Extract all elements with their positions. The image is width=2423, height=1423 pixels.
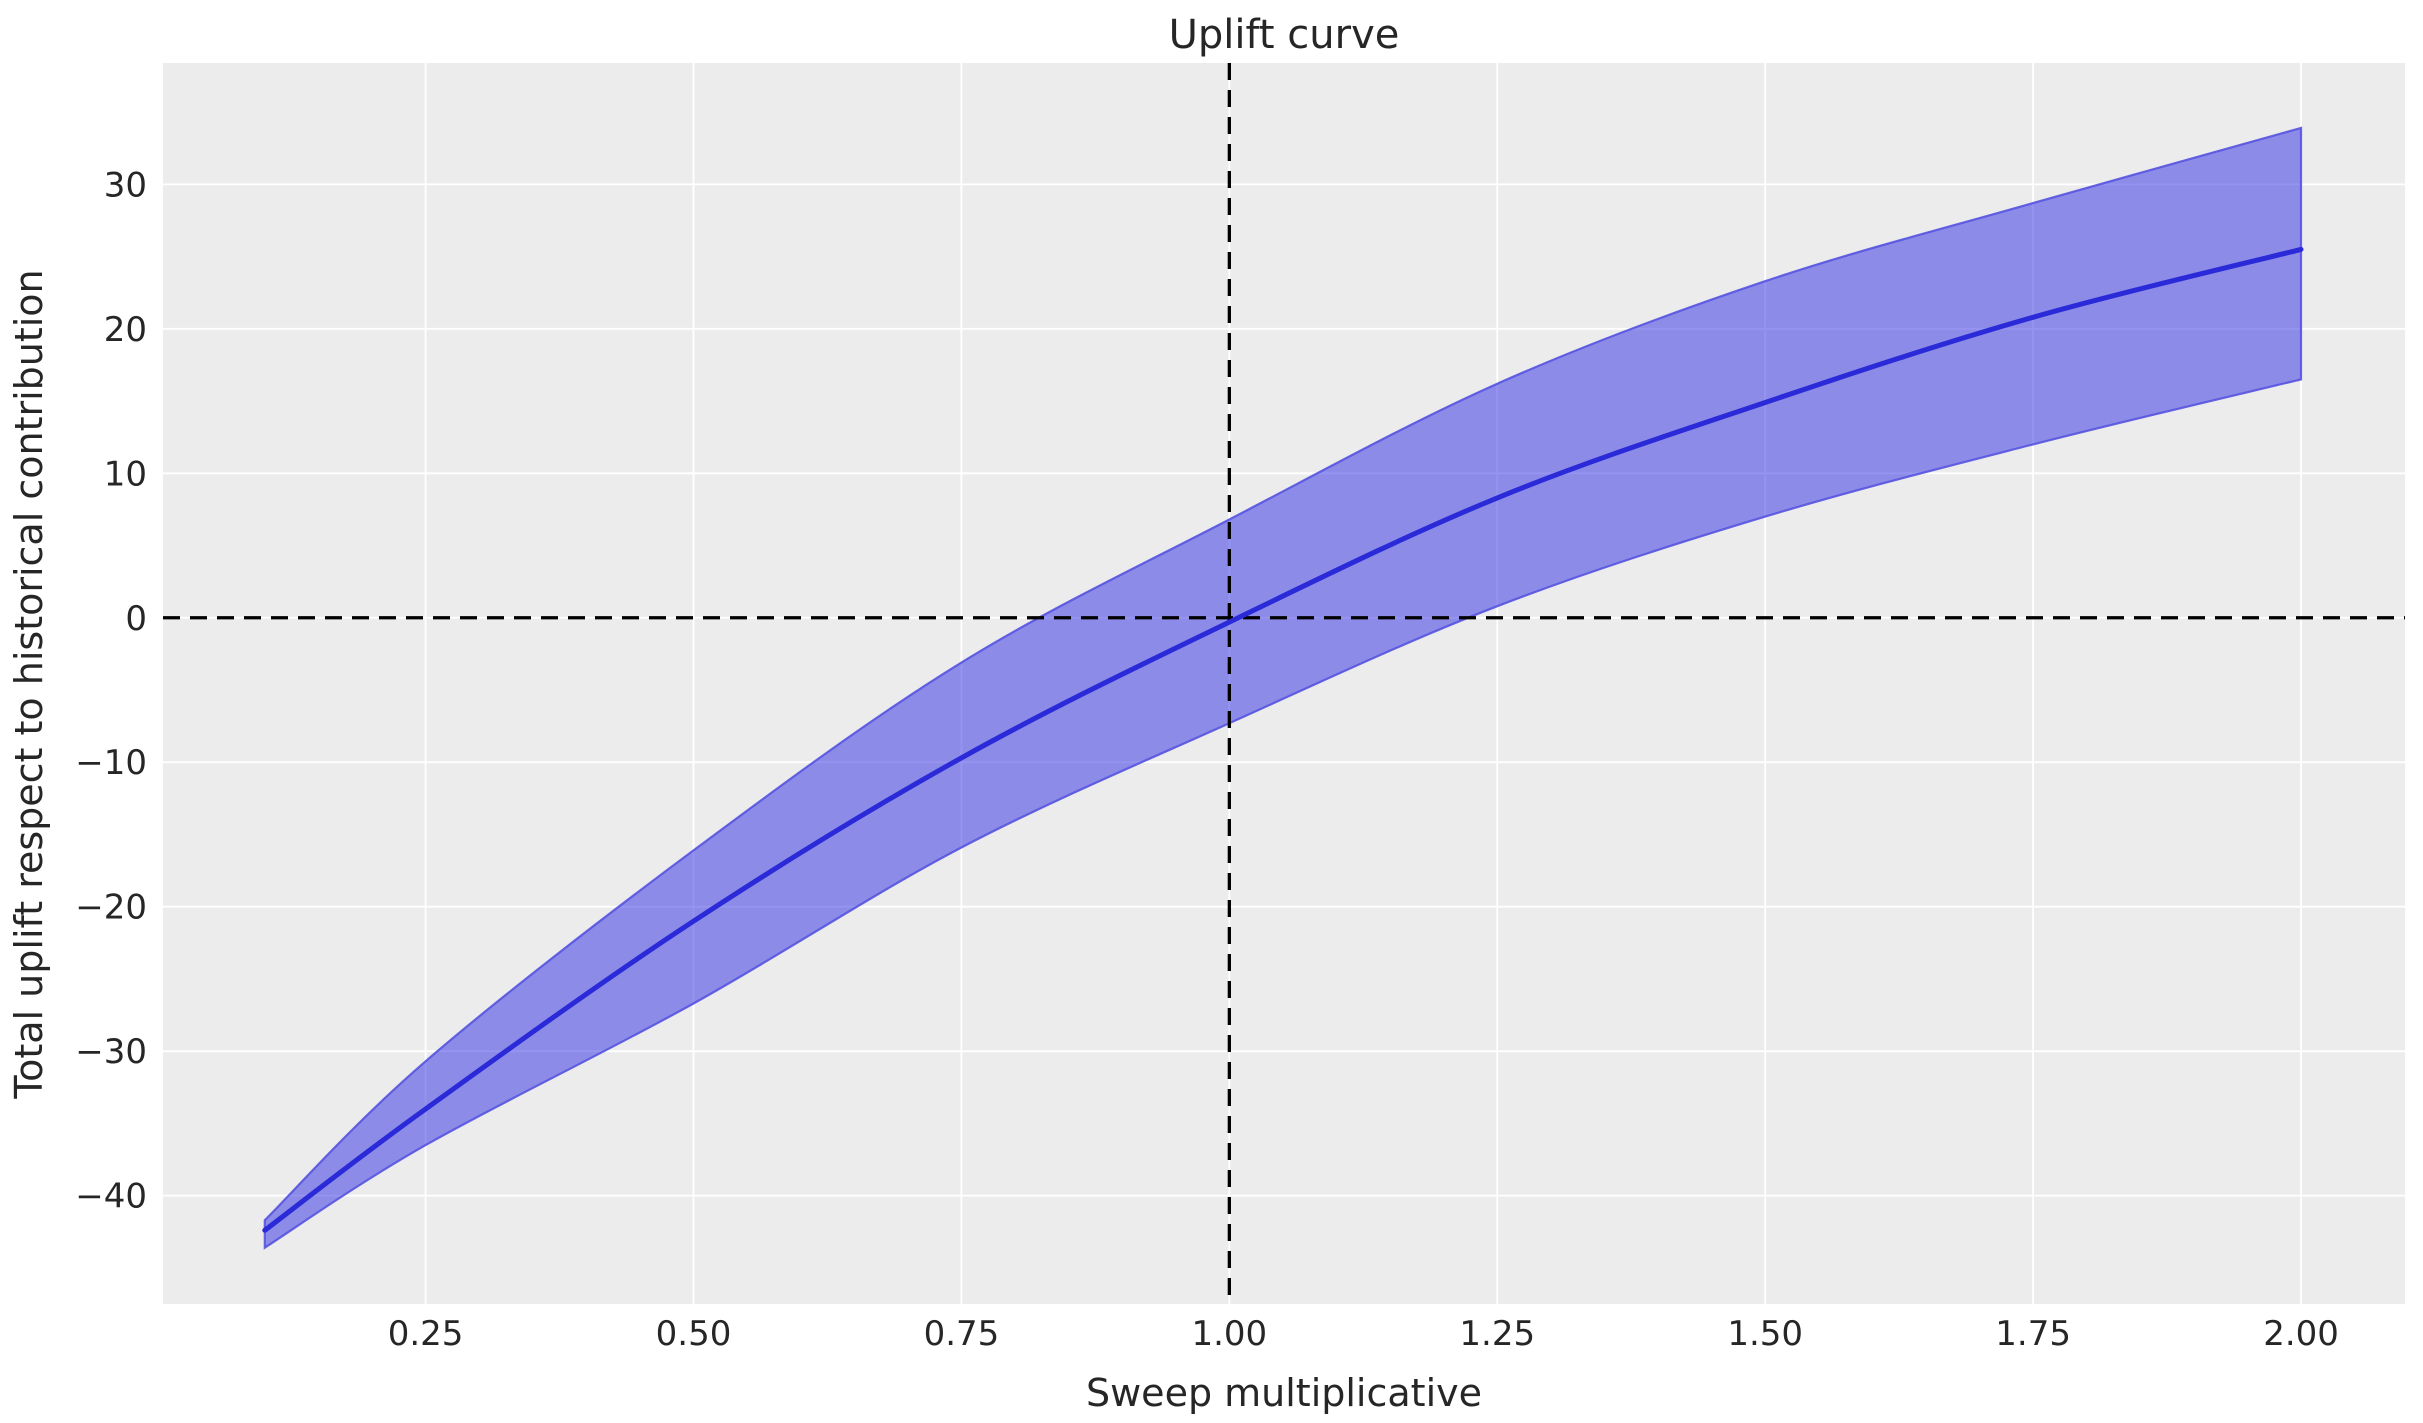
x-tick-label: 2.00: [2263, 1314, 2339, 1354]
mean-uplift-line: [262, 246, 2304, 1233]
x-tick-label: 0.50: [656, 1314, 732, 1354]
y-tick-label: −40: [75, 1177, 147, 1217]
chart-title: Uplift curve: [1169, 12, 1400, 58]
y-tick-label: −30: [75, 1032, 147, 1072]
x-tick-label: 1.75: [1995, 1314, 2071, 1354]
x-tick-label: 0.75: [924, 1314, 1000, 1354]
x-tick-label: 1.25: [1459, 1314, 1535, 1354]
y-axis-label: Total uplift respect to historical contr…: [7, 269, 51, 1099]
x-tick-label: 0.25: [388, 1314, 464, 1354]
x-tick-label: 1.50: [1727, 1314, 1803, 1354]
y-tick-label: 0: [125, 599, 147, 639]
x-tick-label: 1.00: [1191, 1314, 1267, 1354]
y-tick-label: 30: [104, 165, 147, 205]
x-axis-label: Sweep multiplicative: [1086, 1371, 1482, 1415]
confidence-band: [263, 126, 2303, 1250]
y-tick-label: −20: [75, 888, 147, 928]
plot-layers: 0.25 0.50 0.75 1.00 1.25 1.50 1.75 2.00 30 20 10 0 −…: [75, 63, 2405, 1354]
y-tick-label: 20: [104, 310, 147, 350]
y-tick-label: 10: [104, 454, 147, 494]
y-tick-label: −10: [75, 743, 147, 783]
